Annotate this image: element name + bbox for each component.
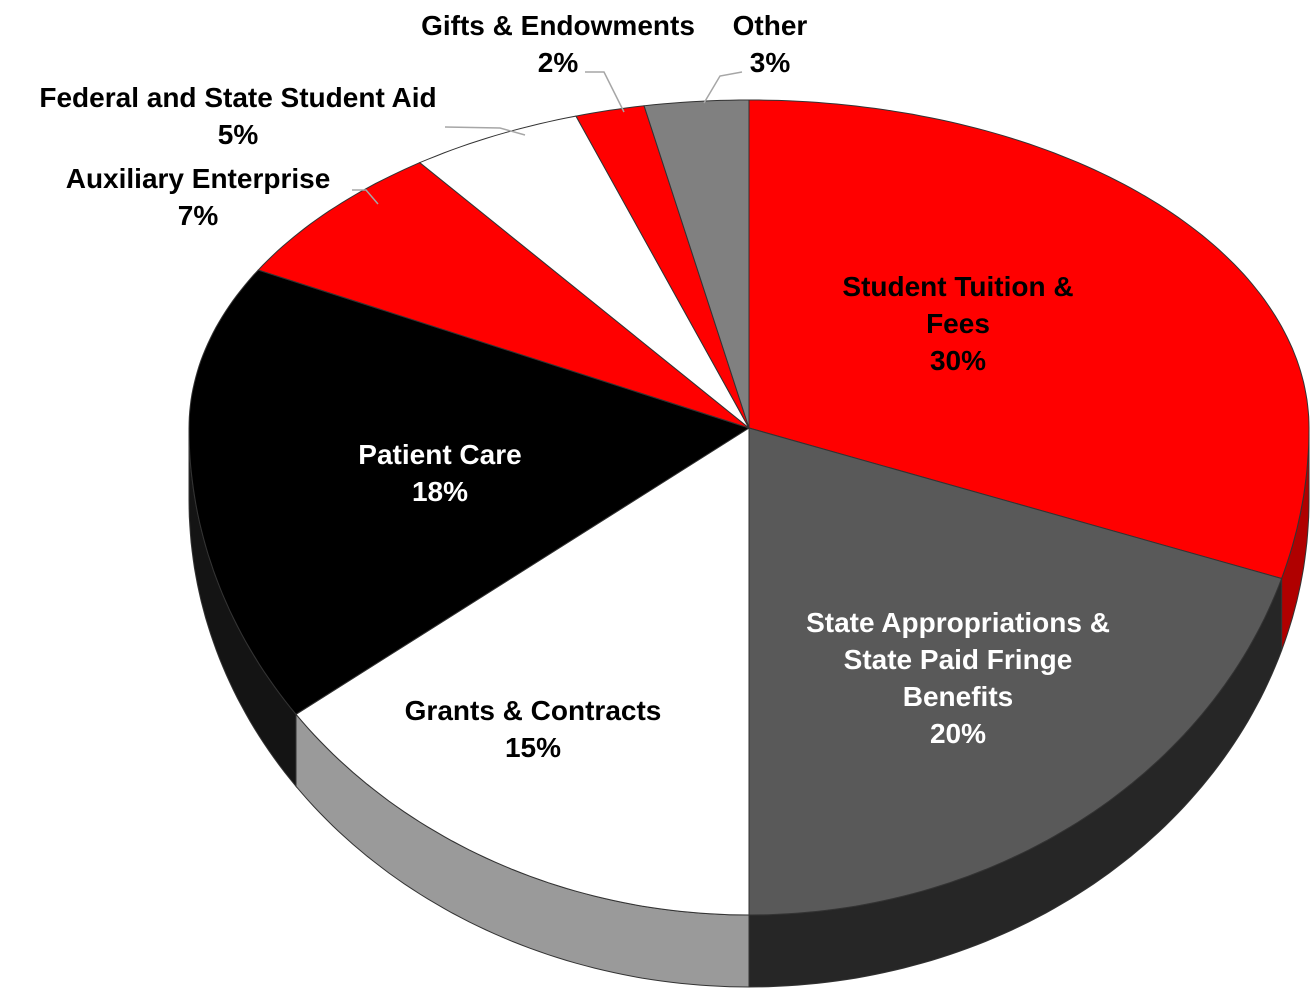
slice (295, 427, 750, 916)
slice (257, 162, 750, 429)
value-label: 15% (504, 732, 562, 763)
slice (418, 115, 750, 429)
category-label: Other (732, 10, 808, 41)
leader-line (703, 71, 743, 104)
slice (748, 99, 1310, 580)
category-label: Federal and State Student Aid (39, 82, 437, 113)
value-label: 5% (217, 119, 259, 150)
category-label: Grants & Contracts (404, 695, 662, 726)
value-label: 18% (411, 476, 469, 507)
slice-label: Federal and State Student Aid 5% (3, 79, 473, 153)
value-label: 20% (929, 718, 987, 749)
category-label: Gifts & Endowments (421, 10, 695, 41)
slice (748, 427, 1283, 916)
value-label: 7% (177, 200, 219, 231)
slice-label: Auxiliary Enterprise 7% (33, 160, 363, 234)
value-label: 3% (749, 47, 791, 78)
slice (643, 99, 750, 429)
slice-label: Grants & Contracts 15% (368, 692, 698, 766)
slice-label: Gifts & Endowments 2% (393, 7, 723, 81)
slice-label: Student Tuition & Fees 30% (808, 268, 1108, 379)
slice-label: Other 3% (710, 7, 830, 81)
category-label: Student Tuition & Fees (842, 271, 1074, 339)
slice (188, 269, 751, 715)
slice (575, 105, 750, 429)
slice-label: Patient Care 18% (310, 436, 570, 510)
leader-line (352, 189, 379, 205)
slice-label: State Appropriations & State Paid Fringe… (788, 604, 1128, 752)
tops (188, 99, 1310, 916)
category-label: Auxiliary Enterprise (65, 163, 331, 194)
leader-lines (352, 71, 743, 205)
value-label: 2% (537, 47, 579, 78)
leader-line (444, 126, 526, 136)
category-label: State Appropriations & State Paid Fringe… (806, 607, 1110, 712)
value-label: 30% (929, 345, 987, 376)
leader-line (585, 71, 625, 113)
category-label: Patient Care (358, 439, 522, 470)
